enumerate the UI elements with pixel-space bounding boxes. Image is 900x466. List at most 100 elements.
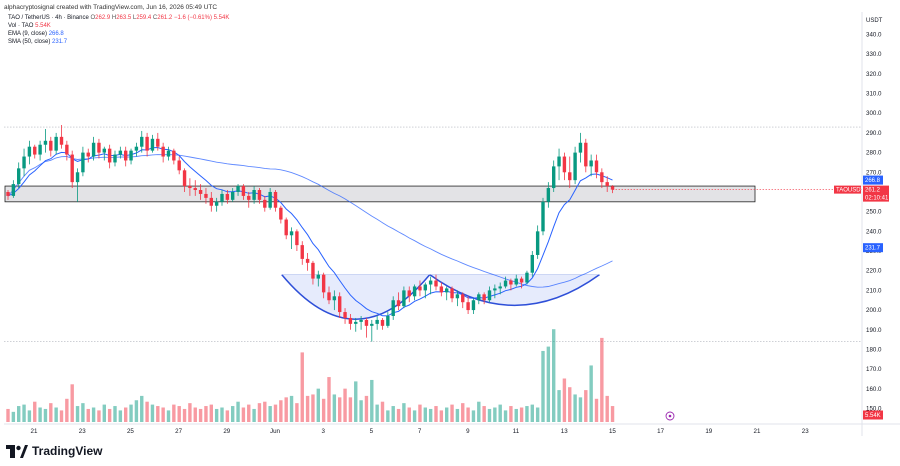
time-axis-tick-label: 11	[513, 428, 520, 435]
volume-bar	[27, 410, 32, 422]
candle	[370, 319, 374, 342]
candle-body	[498, 286, 502, 289]
price-axis-tick-label: 300.0	[866, 110, 882, 117]
volume-bar	[509, 406, 513, 422]
candle	[375, 315, 379, 330]
candle	[241, 184, 246, 200]
candle	[134, 142, 139, 157]
candle	[568, 156, 572, 189]
candle-body	[247, 195, 251, 200]
price-axis-tick-label: 320.0	[866, 71, 882, 78]
price-axis-tick-label: 160.0	[866, 386, 882, 393]
candle-body	[509, 280, 513, 285]
last-price-tag-text: 261.2	[865, 188, 881, 194]
volume-bar	[332, 394, 337, 422]
volume-legend-label: Vol · TAO	[8, 23, 34, 29]
candle	[129, 148, 133, 165]
candle-body	[338, 296, 342, 313]
volume-bar	[311, 394, 315, 422]
volume-bar	[220, 407, 224, 422]
candle	[487, 286, 492, 303]
candle-body	[434, 280, 438, 287]
volume-bar	[428, 408, 433, 422]
volume-bar	[289, 395, 294, 422]
candle	[423, 282, 427, 299]
volume-bar	[198, 408, 203, 422]
volume-bar	[343, 388, 347, 422]
volume-bar	[584, 390, 588, 422]
candle-body	[546, 188, 551, 202]
candle	[412, 284, 417, 301]
volume-bar	[22, 404, 26, 422]
volume-bar	[364, 395, 369, 422]
candle	[91, 136, 96, 161]
ema-price-tag-text: 266.8	[865, 178, 881, 184]
candle	[59, 125, 64, 149]
symbol-title[interactable]: TAO / TetherUS · 4h · Binance	[8, 15, 89, 21]
candle-body	[348, 317, 353, 324]
candle	[402, 286, 406, 309]
time-axis-tick-label: 3	[321, 428, 325, 435]
price-axis-tick-label: 270.0	[866, 169, 882, 176]
change-value: −1.6 (−0.61%)	[173, 15, 212, 21]
volume-bar	[97, 410, 101, 422]
volume-bar	[49, 403, 53, 422]
chart-caption: alphacryptosignal created with TradingVi…	[4, 4, 218, 11]
candle-body	[86, 152, 90, 157]
volume-bar	[541, 350, 545, 422]
volume-bar	[487, 408, 492, 422]
volume-bar	[150, 404, 155, 422]
candle-body	[150, 138, 155, 151]
volume-bar	[252, 408, 256, 422]
candle-body	[332, 296, 337, 301]
candle-body	[204, 193, 208, 198]
candle-body	[43, 140, 48, 145]
sma-legend[interactable]: SMA (50, close) 231.7	[8, 38, 67, 46]
ema-legend[interactable]: EMA (9, close) 266.8	[8, 30, 64, 38]
volume-bar	[59, 410, 64, 422]
volume-bar	[589, 365, 593, 422]
price-axis-tick-label: 180.0	[866, 346, 882, 353]
candle	[503, 276, 508, 289]
candle-body	[97, 142, 101, 153]
candle	[584, 138, 588, 173]
candle	[198, 184, 203, 200]
volume-bar	[439, 410, 444, 422]
candle-body	[519, 278, 524, 283]
candle-body	[193, 188, 197, 191]
volume-bar	[503, 410, 508, 422]
candle	[182, 168, 187, 192]
candle	[204, 188, 208, 204]
candle-body	[59, 136, 64, 145]
candle	[557, 148, 561, 181]
volume-bar	[391, 406, 395, 422]
candle-body	[81, 152, 85, 173]
volume-tag	[863, 410, 883, 420]
volume-bar	[284, 397, 288, 422]
candle	[364, 317, 369, 338]
candle	[300, 241, 304, 265]
volume-legend[interactable]: Vol · TAO 5.54K	[8, 22, 51, 30]
candle-body	[359, 319, 363, 322]
candle-body	[541, 201, 545, 232]
candle	[514, 274, 518, 287]
candle-body	[118, 150, 123, 155]
sma-price-tag	[863, 243, 883, 253]
candle	[11, 180, 16, 198]
tradingview-brand: TradingView	[6, 444, 102, 458]
candle-body	[124, 150, 128, 161]
candle	[17, 162, 21, 189]
price-axis-tick-label: 220.0	[866, 268, 882, 275]
candle	[65, 140, 69, 161]
candle	[124, 146, 128, 167]
candle-body	[354, 321, 358, 324]
candle	[209, 191, 213, 212]
candle-body	[305, 258, 310, 263]
time-axis-tick-label: 21	[31, 428, 38, 435]
candle	[279, 205, 283, 224]
volume-bar	[214, 408, 219, 422]
volume-bar	[316, 388, 320, 422]
candle	[145, 132, 149, 157]
